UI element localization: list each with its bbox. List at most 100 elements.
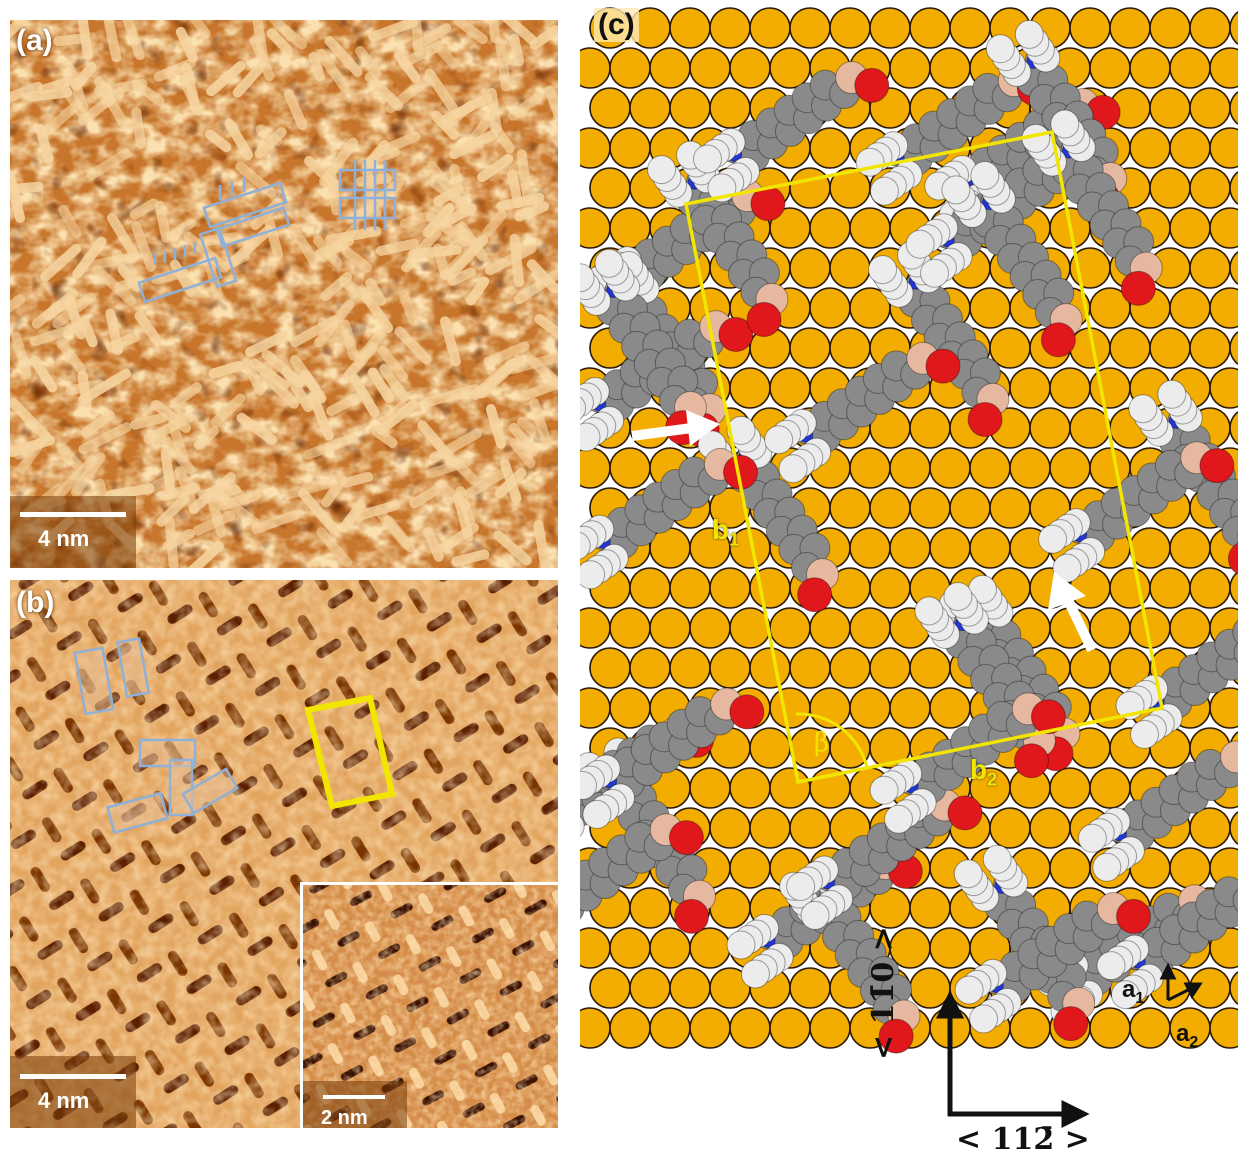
gold-atom <box>1009 1007 1051 1049</box>
gold-atom <box>789 167 831 209</box>
atom-sphere <box>969 1004 999 1034</box>
gold-atom <box>949 7 991 49</box>
molecule-rod <box>169 382 202 409</box>
atom-sphere <box>914 596 944 626</box>
gold-atom <box>1049 847 1091 889</box>
atom-sphere <box>580 531 591 560</box>
molecule-rod <box>16 431 50 474</box>
lattice-a1-label: a1 <box>1122 976 1144 1008</box>
gold-atom <box>829 647 871 689</box>
molecule-rod <box>383 515 415 553</box>
molecule-rod <box>464 466 511 499</box>
gold-atom <box>1229 571 1238 605</box>
molecule-rod <box>40 243 81 282</box>
molecule-rod <box>424 68 461 118</box>
molecule-rod <box>187 20 211 39</box>
vector-b1-label: b1 <box>712 514 739 551</box>
molecule-rod <box>507 169 523 208</box>
gold-atom <box>709 887 751 929</box>
atom-sphere <box>1232 619 1238 644</box>
overlay-molecule-models <box>137 160 397 304</box>
atom-sphere <box>647 155 677 185</box>
gold-atom <box>669 567 711 609</box>
gold-atom <box>929 527 971 569</box>
gold-atom <box>1229 171 1238 205</box>
gold-atom <box>969 527 1011 569</box>
gold-atom <box>1089 767 1131 809</box>
gold-atom <box>609 607 651 649</box>
molecule-rod <box>192 510 236 536</box>
molecule-rod <box>120 20 145 61</box>
gold-atom <box>1069 7 1111 49</box>
molecule-rod <box>303 155 342 191</box>
molecule-rod <box>494 468 527 499</box>
atom-sphere <box>905 229 935 259</box>
gold-atom <box>1229 91 1238 125</box>
molecule-rod <box>10 170 26 224</box>
gold-atom <box>989 807 1031 849</box>
panel-b-scalebar-box <box>10 1056 136 1128</box>
molecule-rod <box>425 211 471 247</box>
gold-atom <box>909 887 951 929</box>
molecule-rod <box>103 20 122 63</box>
atom-sphere <box>718 316 754 352</box>
atom-sphere <box>729 694 765 730</box>
atom-sphere <box>580 770 598 800</box>
molecule-rod <box>326 390 366 416</box>
gold-atom <box>909 407 951 449</box>
molecule-rod <box>24 87 73 102</box>
gold-atom <box>829 7 871 49</box>
gold-atom <box>1109 327 1151 369</box>
panel-a-scalebar <box>20 512 126 517</box>
atom-sphere <box>1157 379 1187 409</box>
molecule-rod <box>339 500 366 533</box>
molecule-rod <box>517 417 544 441</box>
atom-sphere <box>746 302 782 338</box>
atom-sphere <box>1213 876 1238 908</box>
atom-sphere <box>740 959 770 989</box>
panel-a-stm-image: (a) 4 nm <box>10 20 558 568</box>
inset-scalebar-box <box>303 1081 407 1128</box>
molecule-rod <box>236 412 278 445</box>
gold-atom <box>769 47 811 89</box>
gold-atom <box>1169 607 1211 649</box>
gold-atom <box>889 47 931 89</box>
gold-atom <box>1189 167 1231 209</box>
gold-atom <box>1189 7 1231 49</box>
beta-angle-arc <box>795 712 869 769</box>
gold-atom <box>1229 811 1238 845</box>
molecule-rod <box>249 358 290 391</box>
gold-atom <box>1149 167 1191 209</box>
molecule-rod <box>93 76 130 130</box>
molecule-rod <box>156 493 190 527</box>
gold-atom <box>689 927 731 969</box>
molecule-rod <box>210 393 246 428</box>
gold-atom <box>589 647 631 689</box>
gold-atom <box>1089 47 1131 89</box>
atom-sphere <box>868 255 898 285</box>
molecule-rod <box>224 118 254 160</box>
molecule-rod <box>232 64 264 98</box>
gold-atom <box>1109 7 1151 49</box>
panel-b-stm-image: (b) 4 nm <box>10 580 558 1128</box>
molecule-rod <box>487 20 501 43</box>
molecule-rod <box>53 455 98 500</box>
lattice-a1-letter: a <box>1122 976 1136 1003</box>
gold-atom <box>1149 87 1191 129</box>
gold-atom <box>709 647 751 689</box>
gold-atom <box>580 47 611 89</box>
molecule-rod <box>130 412 168 430</box>
overlay-molecule-models-b <box>73 637 239 835</box>
gold-atom <box>1169 527 1211 569</box>
gold-atom <box>1189 327 1231 369</box>
gold-atom <box>629 887 671 929</box>
molecule-rod <box>77 20 93 61</box>
molecule-rod <box>423 30 459 69</box>
molecule-rod <box>206 60 246 97</box>
gold-atom <box>729 1007 771 1049</box>
molecule-rod <box>440 92 493 125</box>
molecule-rod <box>544 85 558 139</box>
atom-sphere <box>580 396 587 420</box>
atom-sphere <box>947 795 983 831</box>
gold-atom <box>1189 87 1231 129</box>
